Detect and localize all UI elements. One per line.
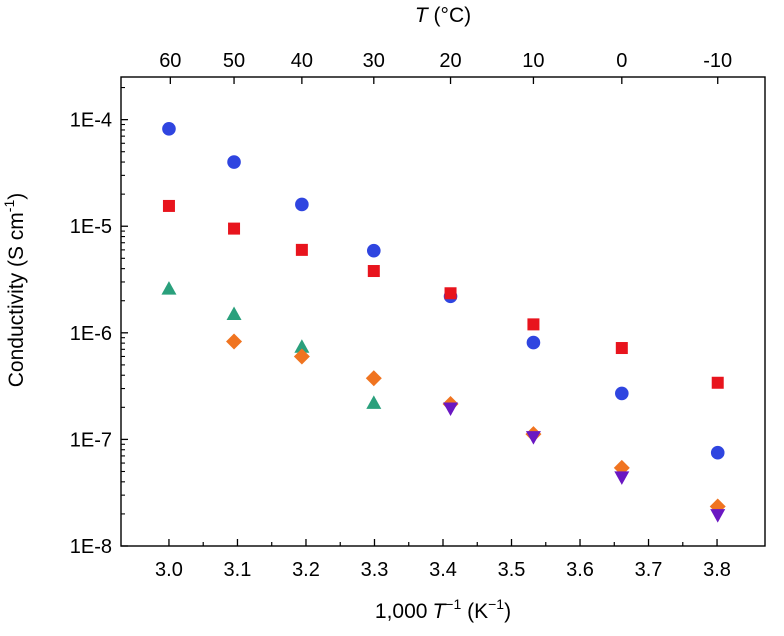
- x-tick-label: 3.2: [292, 559, 320, 581]
- top-tick-label: 30: [363, 50, 385, 72]
- x-tick-label: 3.5: [498, 559, 526, 581]
- top-tick-label: 10: [522, 50, 544, 72]
- square-point: [711, 376, 724, 389]
- square-point: [527, 318, 540, 331]
- triangle-point: [366, 395, 382, 409]
- x-tick-label: 3.6: [566, 559, 594, 581]
- top-tick-label: 0: [616, 50, 627, 72]
- x-axis-title: 1,000 T−1 (K−1): [375, 596, 511, 623]
- square-point: [615, 342, 628, 355]
- data-markers: [161, 122, 726, 523]
- circle-point: [295, 197, 309, 212]
- series-diamond: [226, 333, 726, 515]
- top-axis-ticks: 60 50 40 30 20 10 0 -10: [159, 50, 732, 84]
- circle-point: [710, 445, 725, 460]
- x-tick-label: 3.4: [429, 559, 457, 581]
- series-square: [162, 199, 724, 389]
- square-point: [444, 287, 457, 300]
- y-axis-title: Conductivity (S cm-1): [1, 193, 28, 388]
- circle-point: [615, 386, 629, 401]
- square-point: [295, 243, 308, 256]
- series-circle: [162, 122, 725, 460]
- x-tick-label: 3.3: [361, 559, 389, 581]
- y-tick-label: 1E-8: [70, 536, 112, 558]
- top-tick-label: 60: [159, 50, 181, 72]
- top-tick-label: -10: [703, 50, 732, 72]
- series-triangle-up: [161, 281, 382, 409]
- circle-point: [367, 243, 381, 258]
- diamond-point: [365, 370, 382, 387]
- square-point: [162, 199, 175, 212]
- triangle-point: [226, 306, 242, 321]
- y-tick-label: 1E-5: [70, 216, 112, 238]
- inverted-triangle-point: [443, 402, 459, 416]
- square-point: [228, 222, 241, 235]
- top-tick-label: 50: [223, 50, 245, 72]
- diamond-point: [293, 348, 310, 365]
- diamond-point: [226, 333, 243, 350]
- top-tick-label: 20: [439, 50, 461, 72]
- series-triangle-down: [443, 402, 726, 523]
- circle-point: [162, 122, 176, 136]
- plot-frame: [120, 76, 766, 547]
- circle-point: [526, 335, 541, 350]
- x-tick-label: 3.1: [224, 559, 252, 581]
- inverted-triangle-point: [614, 471, 630, 485]
- square-point: [367, 265, 380, 278]
- triangle-point: [161, 281, 177, 295]
- y-axis-ticks: 1E-8 1E-7 1E-6 1E-5 1E-4: [70, 86, 128, 558]
- x-tick-label: 3.8: [703, 559, 731, 581]
- x-tick-label: 3.7: [635, 559, 663, 581]
- y-tick-label: 1E-4: [70, 110, 112, 132]
- inverted-triangle-point: [710, 509, 726, 523]
- y-tick-label: 1E-7: [70, 429, 112, 451]
- inverted-triangle-point: [525, 431, 541, 445]
- top-tick-label: 40: [291, 50, 313, 72]
- circle-point: [227, 155, 241, 169]
- x-tick-label: 3.0: [155, 559, 183, 581]
- x-axis-ticks: 3.0 3.1 3.2 3.3 3.4 3.5 3.6 3.7 3.8: [155, 539, 731, 581]
- y-tick-label: 1E-6: [70, 323, 112, 345]
- triangle-point: [294, 339, 310, 353]
- top-axis-title: T (°C): [415, 4, 471, 27]
